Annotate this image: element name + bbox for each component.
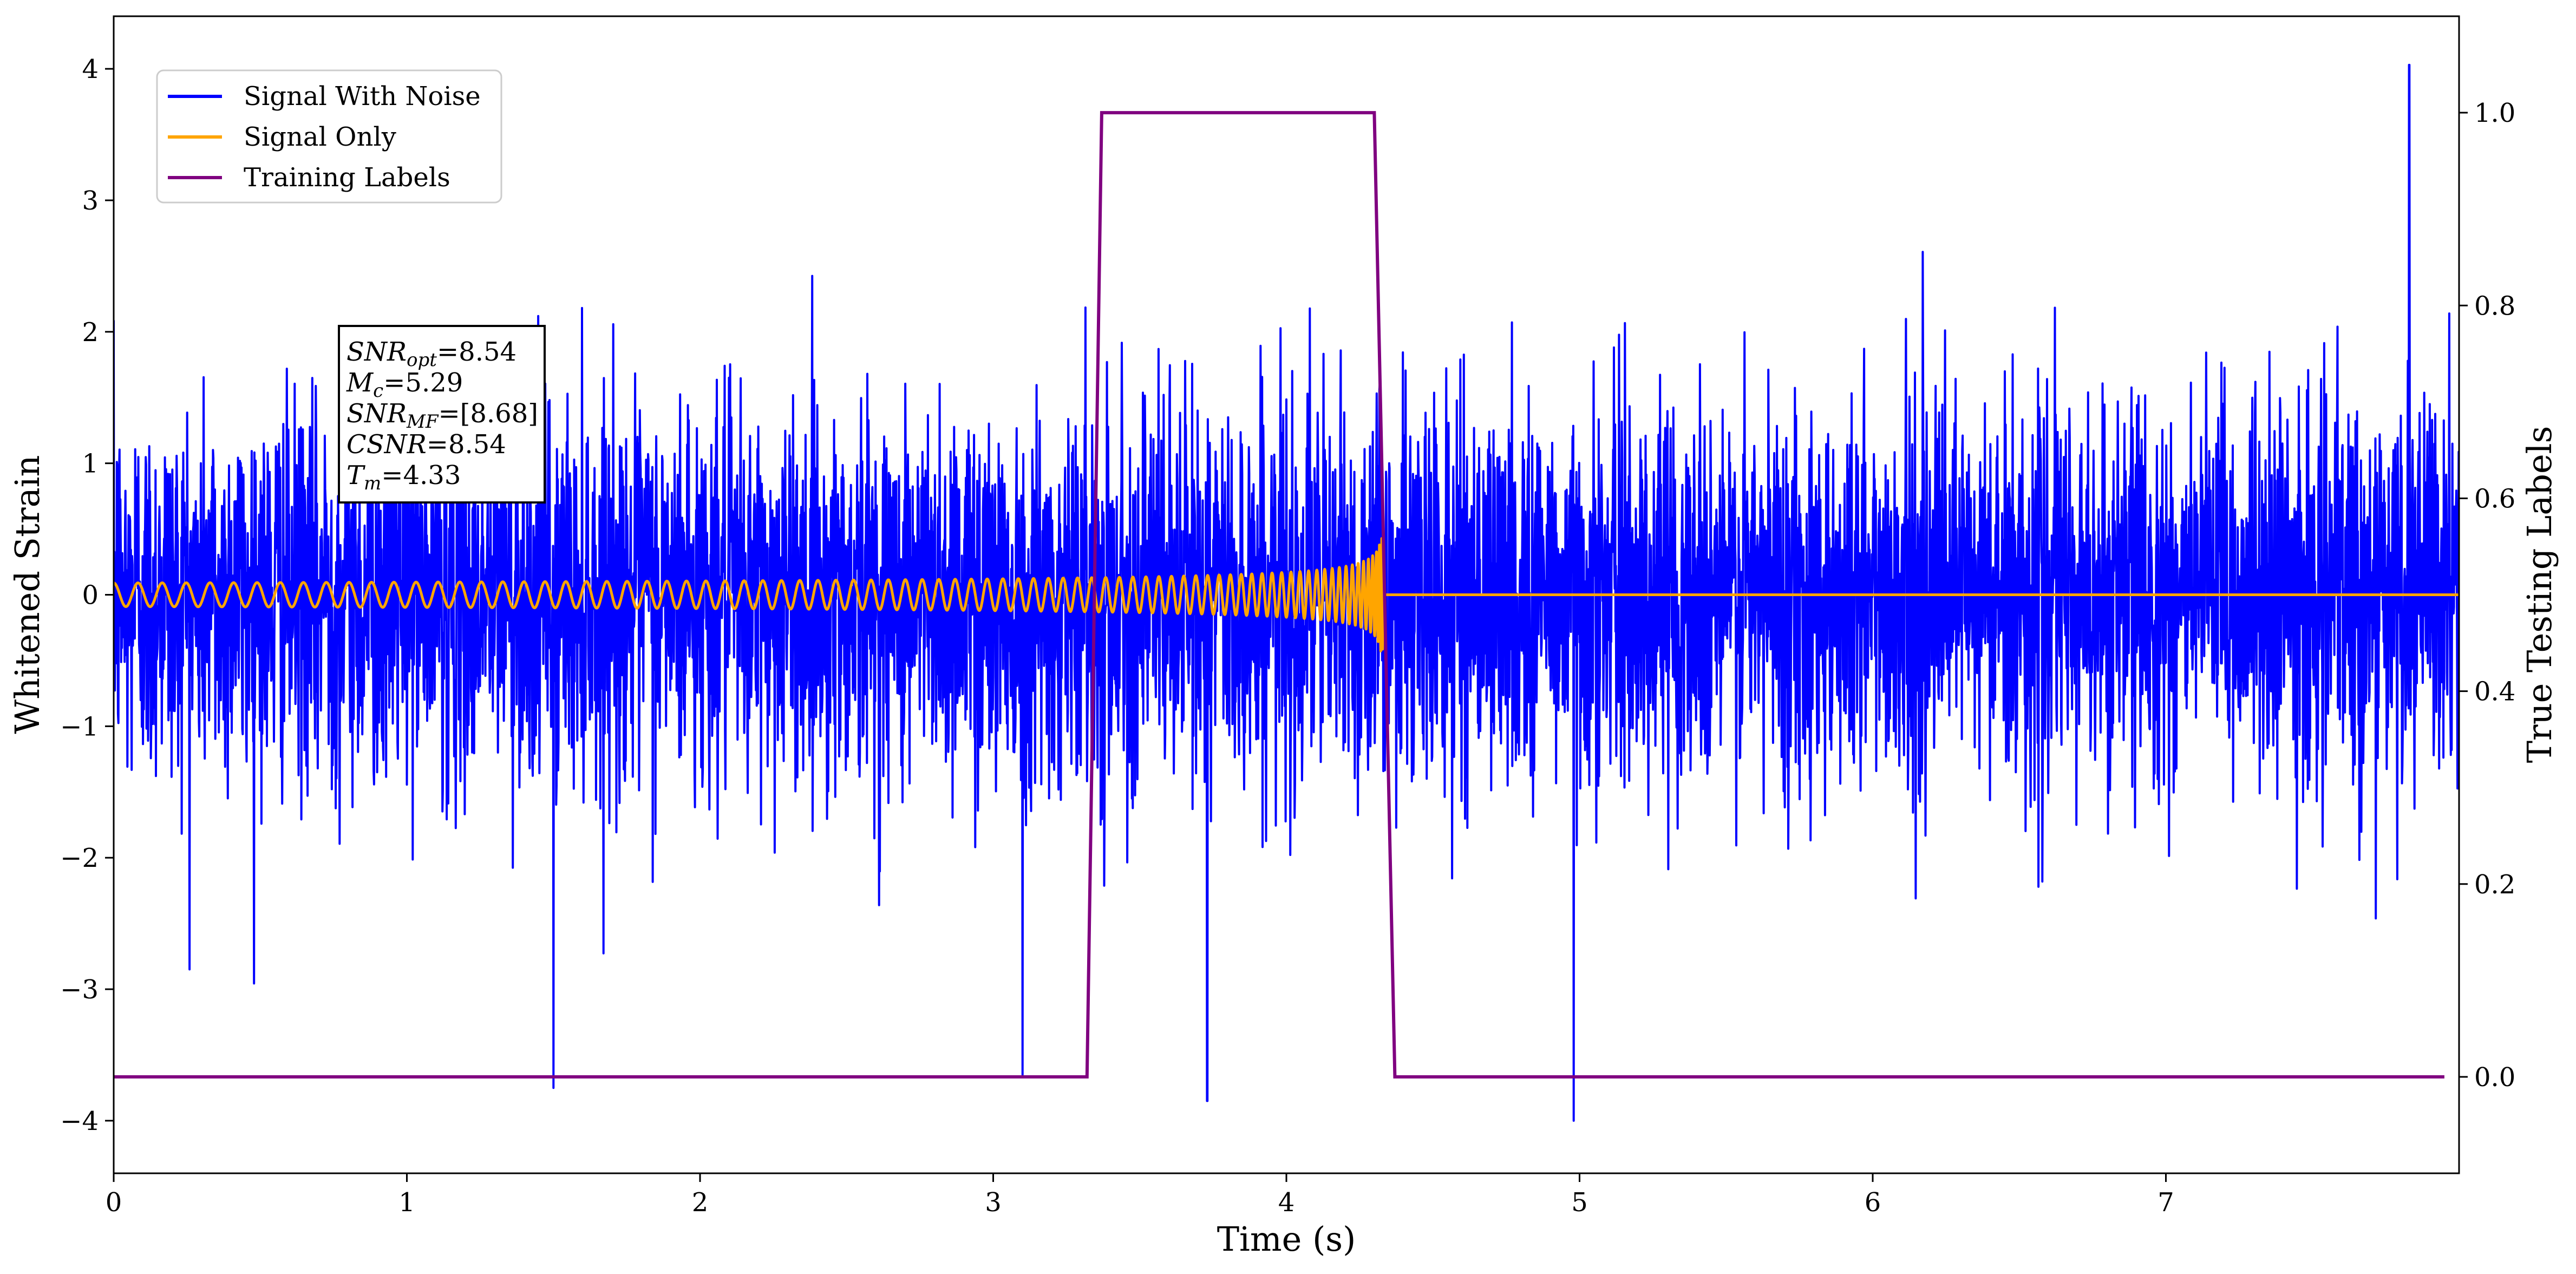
- legend: Signal With Noise Signal Only Training L…: [156, 69, 502, 204]
- info-line: CSNR=8.54: [346, 429, 506, 460]
- y-right-tick-label: 1.0: [2474, 98, 2515, 128]
- x-tick-label: 0: [106, 1187, 122, 1218]
- y-left-tick-label: −3: [60, 975, 99, 1005]
- series-signal-only: [114, 537, 2459, 652]
- y-axis-left-title: Whitened Strain: [8, 455, 47, 734]
- y-left-tick-label: 3: [82, 186, 99, 216]
- x-tick-label: 1: [398, 1187, 415, 1218]
- info-line: SNRMF=[8.68]: [346, 398, 538, 433]
- series-training-labels: [114, 111, 2444, 1079]
- y-right-tick-label: 0.6: [2474, 484, 2515, 514]
- info-box-frame: [338, 325, 546, 504]
- legend-box: [156, 69, 502, 204]
- info-line: SNRopt=8.54: [346, 337, 516, 371]
- y-left-tick-label: 0: [82, 580, 99, 611]
- info-line: Tm=4.33: [346, 460, 461, 494]
- y-left-tick-label: 4: [82, 54, 99, 84]
- y-right-tick-label: 0.2: [2474, 870, 2515, 900]
- y-axis-right: 0.0 0.2 0.4 0.6 0.8 1.0: [2459, 98, 2515, 1093]
- x-tick-label: 6: [1865, 1187, 1881, 1218]
- x-tick-label: 4: [1278, 1187, 1295, 1218]
- y-right-tick-label: 0.0: [2474, 1062, 2515, 1093]
- y-right-tick-label: 0.8: [2474, 291, 2515, 321]
- legend-label-signal-with-noise: Signal With Noise: [244, 81, 481, 112]
- x-tick-label: 2: [692, 1187, 709, 1218]
- y-left-tick-label: 2: [82, 317, 99, 348]
- info-box: SNRopt=8.54Mc=5.29SNRMF=[8.68]CSNR=8.54T…: [338, 325, 546, 504]
- y-left-tick-label: −2: [60, 843, 99, 873]
- x-axis-title: Time (s): [1217, 1219, 1356, 1259]
- y-left-tick-label: −4: [60, 1106, 99, 1136]
- legend-label-signal-only: Signal Only: [244, 122, 396, 152]
- x-tick-label: 3: [985, 1187, 1002, 1218]
- legend-label-training-labels: Training Labels: [244, 162, 450, 193]
- info-line: Mc=5.29: [346, 368, 463, 402]
- x-tick-label: 7: [2157, 1187, 2174, 1218]
- y-left-tick-label: 1: [82, 449, 99, 479]
- y-right-tick-label: 0.4: [2474, 677, 2515, 707]
- y-axis-right-title: True Testing Labels: [2520, 426, 2559, 763]
- y-axis-left: −4 −3 −2 −1 0 1 2 3 4: [60, 54, 114, 1136]
- x-tick-label: 5: [1571, 1187, 1588, 1218]
- y-left-tick-label: −1: [60, 711, 99, 742]
- x-axis: 0 1 2 3 4 5 6 7: [106, 1173, 2174, 1218]
